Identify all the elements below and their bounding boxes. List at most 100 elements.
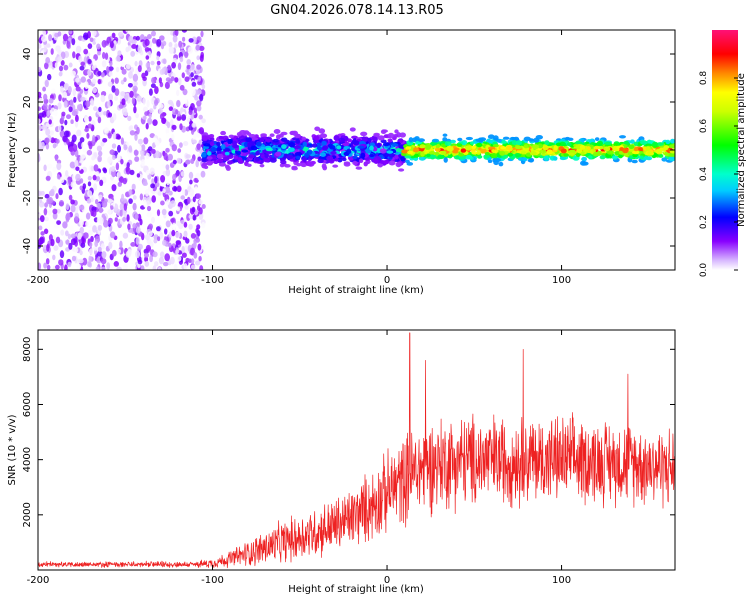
heatmap-cell xyxy=(147,117,153,125)
heatmap-cell xyxy=(84,81,89,90)
heatmap-cell xyxy=(544,140,550,146)
heatmap-cell xyxy=(38,154,41,162)
heatmap-cell xyxy=(99,217,104,225)
heatmap-cell xyxy=(430,141,437,146)
heatmap-cell xyxy=(394,154,399,159)
heatmap-cell xyxy=(206,160,214,166)
heatmap-cell xyxy=(593,145,601,150)
heatmap-cell xyxy=(119,240,123,249)
heatmap-cell xyxy=(566,142,572,147)
heatmap-cell xyxy=(148,231,153,237)
heatmap-cell xyxy=(280,160,287,165)
heatmap-cell xyxy=(352,155,358,160)
heatmap-cell xyxy=(493,135,499,141)
heatmap-cell xyxy=(79,178,84,184)
heatmap-cell xyxy=(183,221,188,228)
heatmap-cell xyxy=(144,234,150,241)
heatmap-cell xyxy=(160,43,165,50)
heatmap-cell xyxy=(183,230,188,238)
heatmap-cell xyxy=(64,264,68,270)
heatmap-cell xyxy=(645,156,653,161)
heatmap-cell xyxy=(66,114,71,120)
heatmap-cell xyxy=(358,158,364,163)
heatmap-cell xyxy=(476,142,483,148)
heatmap-cell xyxy=(176,206,181,212)
heatmap-cell xyxy=(41,124,47,131)
heatmap-cell xyxy=(194,186,198,193)
heatmap-cell xyxy=(174,77,179,83)
heatmap-cell xyxy=(168,106,174,111)
heatmap-cell xyxy=(408,137,414,143)
heatmap-cell xyxy=(286,155,294,160)
heatmap-cell xyxy=(369,145,374,151)
heatmap-cell xyxy=(79,137,85,143)
heatmap-cell xyxy=(43,262,47,269)
heatmap-cell xyxy=(155,150,160,159)
heatmap-cell xyxy=(373,132,380,137)
snr-y-label: SNR (10 * v/v) xyxy=(7,414,18,485)
heatmap-cell xyxy=(42,30,46,37)
heatmap-cell xyxy=(185,238,190,244)
heatmap-cell xyxy=(52,254,56,261)
heatmap-cell xyxy=(47,73,52,81)
heatmap-cell xyxy=(134,156,140,162)
heatmap-cell xyxy=(122,264,127,270)
heatmap-cell xyxy=(400,156,406,162)
heatmap-cell xyxy=(542,145,549,151)
heatmap-cell xyxy=(55,264,60,270)
heatmap-cell xyxy=(79,204,85,211)
heatmap-cell xyxy=(507,152,514,157)
heatmap-cell xyxy=(135,113,140,119)
heatmap-cell xyxy=(188,38,194,43)
heatmap-cell xyxy=(141,144,146,152)
snr-y-tick-label: 8000 xyxy=(22,337,33,362)
heatmap-cell xyxy=(640,140,648,145)
heatmap-cell xyxy=(76,129,82,137)
heatmap-cell xyxy=(110,205,114,210)
heatmap-cell xyxy=(71,110,78,116)
heatmap-cell xyxy=(75,173,81,182)
heatmap-cell xyxy=(97,246,102,252)
heatmap-cell xyxy=(316,142,321,148)
heatmap-cell xyxy=(260,133,267,137)
heatmap-cell xyxy=(38,66,42,73)
heatmap-x-label: Height of straight line (km) xyxy=(288,285,424,296)
heatmap-cell xyxy=(132,223,137,229)
heatmap-cell xyxy=(123,144,128,151)
heatmap-cell xyxy=(98,106,102,112)
heatmap-cell xyxy=(259,146,266,151)
heatmap-cell xyxy=(161,208,167,216)
heatmap-cell xyxy=(134,133,138,141)
heatmap-cell xyxy=(387,132,395,139)
heatmap-cell xyxy=(125,30,131,33)
heatmap-cell xyxy=(632,150,640,155)
heatmap-cell xyxy=(147,34,152,40)
heatmap-cell xyxy=(123,203,128,211)
heatmap-cell xyxy=(163,261,169,267)
heatmap-cell xyxy=(191,122,197,128)
heatmap-cell xyxy=(245,137,252,143)
heatmap-cell xyxy=(97,51,101,56)
heatmap-cell xyxy=(161,117,167,124)
heatmap-cell xyxy=(295,139,301,144)
chart-title: GN04.2026.078.14.13.R05 xyxy=(270,3,444,18)
heatmap-cell xyxy=(296,163,302,167)
heatmap-cell xyxy=(87,175,92,181)
heatmap-cell xyxy=(127,83,133,88)
heatmap-cell xyxy=(142,97,146,105)
heatmap-y-tick-label: 0 xyxy=(22,147,33,153)
colorbar-tick-label: 0.0 xyxy=(699,263,709,278)
heatmap-cell xyxy=(56,162,62,171)
heatmap-cell xyxy=(44,79,49,88)
heatmap-cell xyxy=(275,151,282,157)
heatmap-cell xyxy=(170,200,176,208)
heatmap-cell xyxy=(357,145,365,149)
heatmap-cell xyxy=(123,77,127,83)
heatmap-cell xyxy=(515,140,523,146)
heatmap-cell xyxy=(161,124,167,130)
heatmap-x-tick-label: -200 xyxy=(27,275,50,286)
heatmap-cell xyxy=(272,138,279,143)
heatmap-cell xyxy=(104,198,108,204)
heatmap-cell xyxy=(63,100,68,108)
heatmap-cell xyxy=(193,240,197,249)
